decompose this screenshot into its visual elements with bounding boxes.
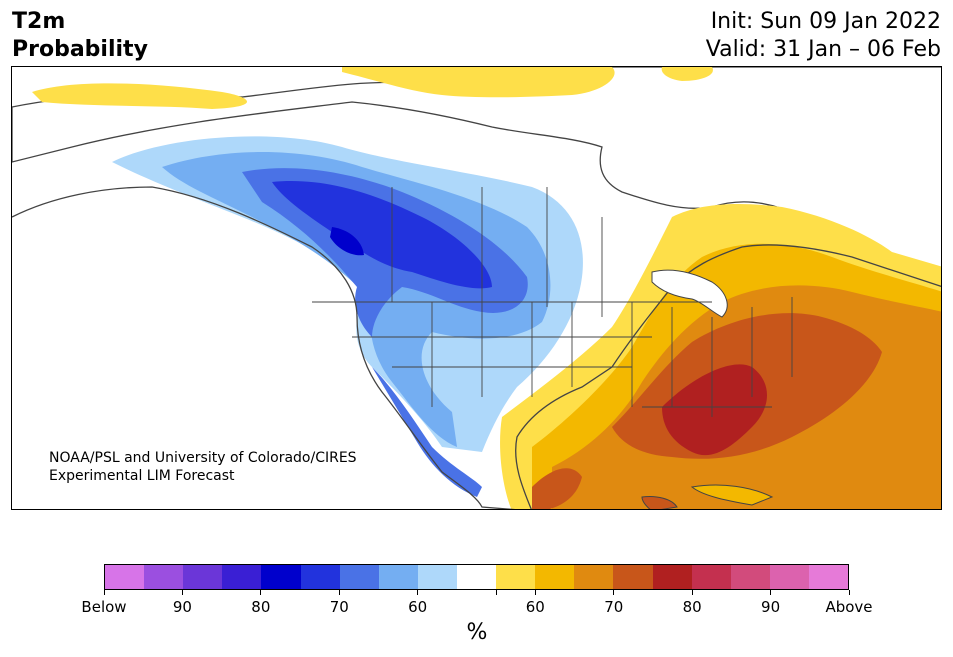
forecast-dates: Init: Sun 09 Jan 2022 Valid: 31 Jan – 06… [706, 8, 941, 64]
colorbar-segment [300, 565, 340, 589]
colorbar-segment [456, 565, 497, 589]
colorbar-label: 80 [251, 598, 271, 616]
title-line-2: Probability [12, 37, 148, 62]
colorbar-segment [417, 565, 457, 589]
above-region-arctic-2 [342, 67, 615, 98]
colorbar-segment [691, 565, 731, 589]
colorbar-tick [103, 590, 105, 595]
below-region-max [330, 227, 364, 256]
colorbar-segment [496, 565, 536, 589]
colorbar-tick [338, 590, 340, 595]
above-region-max [662, 364, 767, 456]
probability-map [12, 67, 941, 509]
colorbar-tick [495, 590, 497, 595]
valid-range: Valid: 31 Jan – 06 Feb [705, 37, 941, 62]
colorbar-label: 80 [682, 598, 702, 616]
colorbar-segment [222, 565, 262, 589]
colorbar [104, 564, 849, 590]
title-line-1: T2m [12, 9, 66, 34]
colorbar-label: Below [81, 598, 127, 616]
colorbar-segment [769, 565, 809, 589]
colorbar-segment [535, 565, 575, 589]
init-date: Init: Sun 09 Jan 2022 [710, 9, 941, 34]
map-panel [11, 66, 942, 510]
state-borders [312, 187, 793, 417]
colorbar-segment [378, 565, 418, 589]
map-title: T2m Probability [12, 8, 148, 64]
colorbar-label: 90 [172, 598, 192, 616]
colorbar-tick [534, 590, 536, 595]
land-outline-continent [12, 186, 941, 509]
colorbar-segment [652, 565, 692, 589]
above-region-arctic [32, 83, 247, 109]
colorbar-segment [613, 565, 653, 589]
colorbar-tick [260, 590, 262, 595]
colorbar-label: 70 [329, 598, 349, 616]
colorbar-tick [417, 590, 419, 595]
colorbar-segment [183, 565, 223, 589]
colorbar-segment [105, 565, 145, 589]
colorbar-tick [691, 590, 693, 595]
above-region-greenland [661, 67, 713, 81]
colorbar-unit: % [466, 620, 488, 645]
colorbar-label: Above [825, 598, 873, 616]
colorbar-tick [770, 590, 772, 595]
above-region-gulf [532, 468, 582, 509]
land-outline-north [12, 67, 941, 278]
colorbar-segment [808, 565, 849, 589]
credit-line-2: Experimental LIM Forecast [49, 468, 235, 484]
colorbar-tick [181, 590, 183, 595]
colorbar-tick [848, 590, 850, 595]
bahamas [641, 496, 678, 509]
colorbar-segment [339, 565, 379, 589]
colorbar-segment [261, 565, 301, 589]
cuba [690, 484, 774, 506]
below-region-90 [272, 181, 492, 289]
credit-text: NOAA/PSL and University of Colorado/CIRE… [49, 449, 357, 485]
colorbar-label: 60 [525, 598, 545, 616]
great-lakes [651, 269, 728, 318]
colorbar-label: 90 [761, 598, 781, 616]
colorbar-label: 70 [604, 598, 624, 616]
colorbar-segment [574, 565, 614, 589]
colorbar-segment [730, 565, 770, 589]
below-region-southwest [372, 367, 482, 497]
credit-line-1: NOAA/PSL and University of Colorado/CIRE… [49, 450, 357, 466]
colorbar-tick [613, 590, 615, 595]
colorbar-label: 60 [408, 598, 428, 616]
colorbar-segment [144, 565, 184, 589]
